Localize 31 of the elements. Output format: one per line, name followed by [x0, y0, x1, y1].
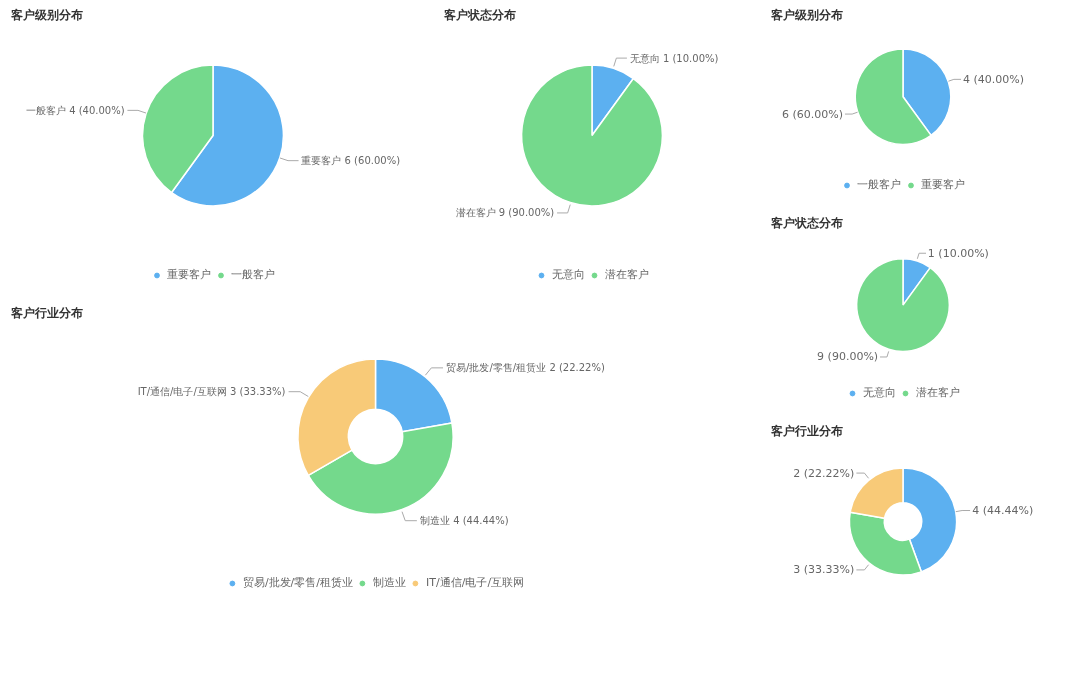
legend-label: 潜在客户	[604, 267, 649, 282]
chart-title: 客户行业分布	[769, 423, 843, 438]
data-label: 无意向 1 (10.00%)	[629, 52, 719, 64]
data-label: IT/通信/电子/互联网 3 (33.33%)	[137, 386, 286, 398]
legend-label: 制造业	[373, 575, 407, 590]
data-label: 重要客户 6 (60.00%)	[301, 155, 401, 167]
legend-label: 重要客户	[167, 267, 211, 282]
legend-label: 无意向	[862, 385, 896, 400]
legend-label: 无意向	[551, 267, 585, 282]
data-label: 6 (60.00%)	[782, 107, 844, 121]
legend-label: 潜在客户	[915, 385, 960, 400]
data-label: 贸易/批发/零售/租赁业 2 (22.22%)	[446, 362, 605, 374]
data-label: 制造业 4 (44.44%)	[419, 515, 509, 527]
chart-title: 客户级别分布	[769, 7, 843, 22]
legend-label: 一般客户	[857, 177, 901, 192]
legend-label: 重要客户	[921, 177, 965, 192]
data-label: 1 (10.00%)	[927, 246, 989, 260]
chart-title: 客户状态分布	[769, 215, 843, 230]
data-label: 2 (22.22%)	[793, 466, 855, 480]
legend-label: 贸易/批发/零售/租赁业	[242, 575, 354, 590]
data-label: 一般客户 4 (40.00%)	[25, 104, 125, 116]
legend-label: IT/通信/电子/互联网	[426, 575, 525, 590]
data-label: 4 (44.44%)	[972, 504, 1034, 518]
data-label: 9 (90.00%)	[817, 350, 879, 364]
data-label: 3 (33.33%)	[793, 563, 855, 577]
chart-title: 客户状态分布	[442, 7, 516, 22]
chart-title: 客户行业分布	[9, 305, 83, 320]
legend-label: 一般客户	[231, 267, 275, 282]
data-label: 潜在客户 9 (90.00%)	[455, 207, 555, 219]
data-label: 4 (40.00%)	[962, 72, 1024, 86]
chart-title: 客户级别分布	[9, 7, 83, 22]
